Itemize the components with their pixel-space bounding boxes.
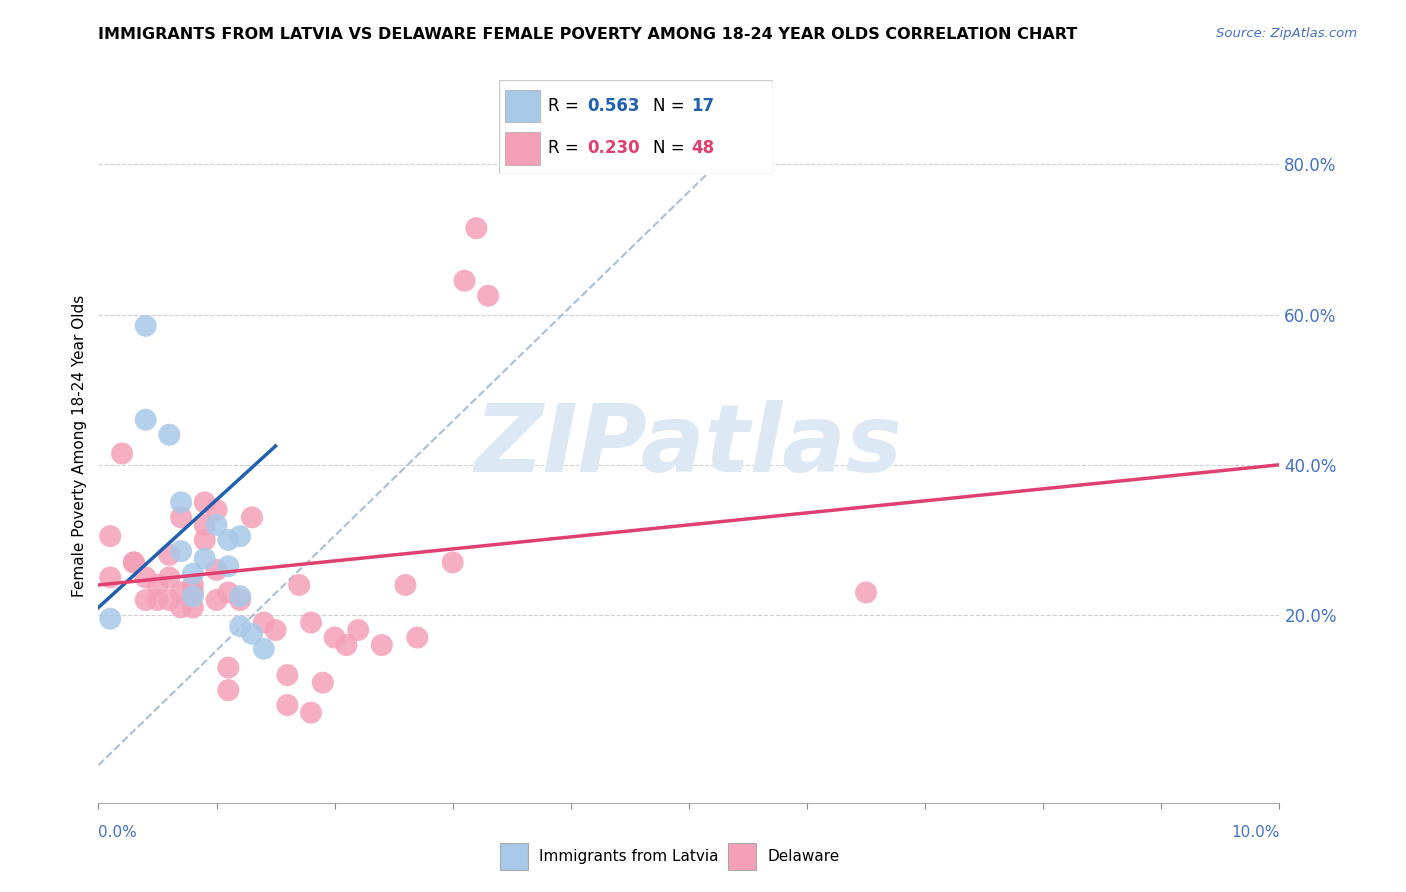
- Point: [157, 593, 180, 607]
- Text: Immigrants from Latvia: Immigrants from Latvia: [540, 849, 718, 863]
- Point: [229, 529, 252, 543]
- Point: [194, 533, 217, 547]
- Point: [855, 585, 877, 599]
- Point: [170, 495, 193, 509]
- Point: [453, 274, 475, 288]
- Point: [146, 593, 169, 607]
- Point: [299, 615, 322, 630]
- Point: [98, 612, 121, 626]
- Point: [98, 570, 121, 584]
- Text: N =: N =: [652, 96, 689, 114]
- Point: [217, 559, 239, 574]
- Point: [240, 510, 263, 524]
- Point: [335, 638, 357, 652]
- Point: [122, 556, 145, 570]
- Point: [181, 589, 204, 603]
- Point: [205, 503, 228, 517]
- Text: 17: 17: [692, 96, 714, 114]
- Bar: [505, 132, 540, 164]
- Point: [406, 631, 429, 645]
- Point: [264, 623, 287, 637]
- Text: N =: N =: [652, 139, 689, 157]
- Point: [312, 675, 335, 690]
- Point: [253, 641, 276, 656]
- Point: [276, 668, 298, 682]
- Point: [229, 589, 252, 603]
- Y-axis label: Female Poverty Among 18-24 Year Olds: Female Poverty Among 18-24 Year Olds: [72, 295, 87, 597]
- Point: [157, 427, 180, 442]
- Text: R =: R =: [548, 96, 585, 114]
- Bar: [505, 89, 540, 122]
- Point: [98, 529, 121, 543]
- Point: [441, 556, 464, 570]
- Text: 0.230: 0.230: [586, 139, 640, 157]
- Point: [229, 593, 252, 607]
- Bar: [728, 843, 756, 870]
- Point: [181, 578, 204, 592]
- Text: 10.0%: 10.0%: [1232, 825, 1279, 840]
- Point: [157, 548, 180, 562]
- Point: [299, 706, 322, 720]
- Point: [347, 623, 370, 637]
- Point: [111, 446, 134, 460]
- Point: [181, 566, 204, 581]
- Point: [276, 698, 298, 713]
- Point: [288, 578, 311, 592]
- Point: [205, 517, 228, 532]
- Point: [194, 517, 217, 532]
- Point: [229, 619, 252, 633]
- Text: 0.0%: 0.0%: [98, 825, 138, 840]
- Point: [135, 413, 157, 427]
- Point: [323, 631, 346, 645]
- Point: [205, 593, 228, 607]
- Point: [253, 615, 276, 630]
- Text: Source: ZipAtlas.com: Source: ZipAtlas.com: [1216, 27, 1357, 40]
- Point: [371, 638, 394, 652]
- Point: [217, 683, 239, 698]
- Point: [170, 510, 193, 524]
- Text: 48: 48: [692, 139, 714, 157]
- Point: [394, 578, 416, 592]
- Point: [135, 570, 157, 584]
- Point: [217, 660, 239, 674]
- Point: [465, 221, 488, 235]
- Point: [477, 289, 499, 303]
- Point: [240, 627, 263, 641]
- Point: [181, 600, 204, 615]
- Bar: [501, 843, 527, 870]
- Point: [170, 600, 193, 615]
- Point: [146, 578, 169, 592]
- Point: [194, 495, 217, 509]
- Point: [122, 556, 145, 570]
- Text: ZIPatlas: ZIPatlas: [475, 400, 903, 492]
- Text: IMMIGRANTS FROM LATVIA VS DELAWARE FEMALE POVERTY AMONG 18-24 YEAR OLDS CORRELAT: IMMIGRANTS FROM LATVIA VS DELAWARE FEMAL…: [98, 27, 1077, 42]
- Text: 0.563: 0.563: [586, 96, 640, 114]
- Point: [205, 563, 228, 577]
- Point: [135, 318, 157, 333]
- Text: Delaware: Delaware: [768, 849, 839, 863]
- Point: [217, 533, 239, 547]
- Point: [170, 585, 193, 599]
- Point: [170, 544, 193, 558]
- Text: R =: R =: [548, 139, 585, 157]
- Point: [217, 585, 239, 599]
- Point: [135, 593, 157, 607]
- Point: [194, 551, 217, 566]
- Point: [157, 570, 180, 584]
- Point: [181, 585, 204, 599]
